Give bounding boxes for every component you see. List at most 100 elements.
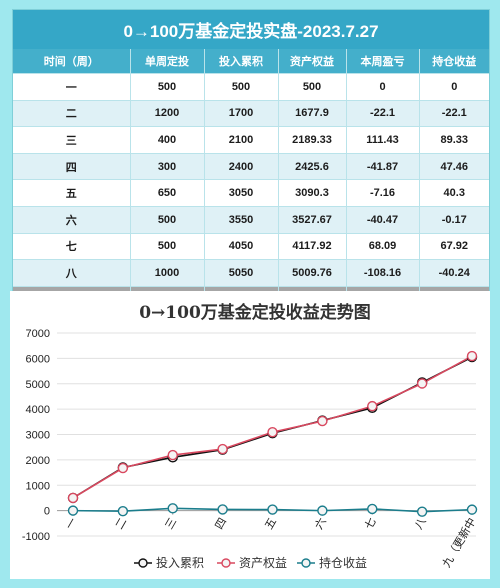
x-tick-label: 七 xyxy=(362,516,379,532)
table-cell: 0 xyxy=(346,73,420,101)
data-point xyxy=(416,506,428,517)
table-cell: 68.09 xyxy=(346,233,420,261)
table-cell: 3527.67 xyxy=(278,206,347,234)
table-cell: 300 xyxy=(130,153,205,181)
data-point xyxy=(367,503,378,515)
y-tick-label: 0 xyxy=(44,506,50,518)
data-point xyxy=(466,350,478,362)
table-row: 七 500 4050 4117.92 68.09 67.92 xyxy=(13,233,489,261)
x-tick-label: 八 xyxy=(413,516,429,532)
table-header-row: 时间（周） 单周定投 投入累积 资产权益 本周盈亏 持仓收益 xyxy=(13,49,489,74)
data-point xyxy=(267,427,278,438)
table-cell: 5009.76 xyxy=(278,259,347,287)
data-point xyxy=(367,400,378,412)
table-cell: 111.43 xyxy=(346,126,420,154)
table-cell: 3050 xyxy=(204,179,279,207)
table-row: 八 1000 5050 5009.76 -108.16 -40.24 xyxy=(13,259,489,287)
table-cell: 4117.92 xyxy=(278,233,347,261)
y-tick-label: 1000 xyxy=(26,480,50,492)
table-cell: 七 xyxy=(13,233,131,261)
legend-marker xyxy=(221,558,231,568)
table-row: 六 500 3550 3527.67 -40.47 -0.17 xyxy=(13,206,489,234)
fund-table: 时间（周） 单周定投 投入累积 资产权益 本周盈亏 持仓收益 一 500 500 50… xyxy=(13,49,489,314)
legend-label: 持仓收益 xyxy=(319,555,367,570)
x-tick-label: 二 xyxy=(114,516,130,532)
table-cell: 650 xyxy=(130,179,205,207)
table-cell: 1700 xyxy=(204,100,279,128)
data-point xyxy=(267,504,278,515)
x-tick-label: 三 xyxy=(163,516,179,532)
table-cell: 0 xyxy=(419,73,489,101)
table-cell: 47.46 xyxy=(419,153,489,181)
data-point xyxy=(317,505,328,516)
table-cell: 500 xyxy=(130,73,205,101)
table-row: 二 1200 1700 1677.9 -22.1 -22.1 xyxy=(13,100,489,128)
legend-label: 资产权益 xyxy=(239,556,287,570)
table-cell: 二 xyxy=(13,100,131,128)
x-tick-label: 六 xyxy=(312,516,329,532)
table-cell: 2425.6 xyxy=(278,153,347,181)
chart-title: 0→100万基金定投收益走势图 xyxy=(139,302,371,323)
data-point xyxy=(217,443,228,455)
return-trend-chart: 0→100万基金定投收益走势图 -1000 0 1000 2000 3000 4000 50… xyxy=(22,302,479,570)
table-cell: 3550 xyxy=(204,206,279,234)
y-tick-label: 6000 xyxy=(26,353,50,365)
x-tick-label: 五 xyxy=(263,516,279,532)
y-tick-label: -1000 xyxy=(22,531,50,543)
table-cell: 五 xyxy=(13,179,131,207)
table-cell: -41.87 xyxy=(346,153,420,181)
table-cell: 1200 xyxy=(130,100,205,128)
table-cell: -108.16 xyxy=(346,259,420,287)
legend-label: 投入累积 xyxy=(156,555,204,570)
fund-table-card: 0→100万基金定投实盘-2023.7.27 时间（周） 单周定投 投入累积 资… xyxy=(12,9,490,315)
table-cell: -0.17 xyxy=(419,206,489,234)
table-cell: 500 xyxy=(278,73,347,101)
data-point xyxy=(167,449,178,461)
table-cell: 三 xyxy=(13,126,131,154)
data-point xyxy=(217,504,228,515)
data-point xyxy=(167,503,178,514)
table-cell: 四 xyxy=(13,153,131,181)
table-cell: 一 xyxy=(13,73,131,101)
table-cell: 40.3 xyxy=(419,179,489,207)
table-cell: -40.24 xyxy=(419,259,489,287)
data-point xyxy=(117,462,129,474)
table-title: 0→100万基金定投实盘-2023.7.27 xyxy=(13,10,489,49)
table-cell: 400 xyxy=(130,126,205,154)
x-tick-label: 四 xyxy=(213,516,229,532)
table-cell: 2100 xyxy=(204,126,279,154)
table-cell: 1677.9 xyxy=(278,100,347,128)
y-tick-label: 7000 xyxy=(26,328,50,340)
table-cell: 500 xyxy=(130,233,205,261)
header-cumulative-investment: 投入累积 xyxy=(204,49,279,74)
x-tick-label: 一 xyxy=(64,516,80,532)
header-week: 时间（周） xyxy=(13,49,131,74)
table-cell: 2189.33 xyxy=(278,126,347,154)
table-cell: -22.1 xyxy=(419,100,489,128)
table-cell: 5050 xyxy=(204,259,279,287)
legend-marker xyxy=(301,558,311,568)
table-cell: -40.47 xyxy=(346,206,420,234)
data-point xyxy=(67,492,79,504)
table-cell: 八 xyxy=(13,259,131,287)
data-point xyxy=(117,505,129,517)
table-cell: 500 xyxy=(130,206,205,234)
table-cell: 1000 xyxy=(130,259,205,287)
y-tick-label: 3000 xyxy=(26,430,50,442)
table-row: 三 400 2100 2189.33 111.43 89.33 xyxy=(13,126,489,154)
x-tick-label: 九（更新中 xyxy=(439,515,479,570)
data-point xyxy=(317,415,328,427)
table-cell: -22.1 xyxy=(346,100,420,128)
table-row: 五 650 3050 3090.3 -7.16 40.3 xyxy=(13,179,489,207)
legend-marker xyxy=(138,558,148,568)
header-holding-return: 持仓收益 xyxy=(419,49,489,74)
data-point xyxy=(67,505,79,516)
data-point xyxy=(466,504,478,515)
y-tick-label: 2000 xyxy=(26,455,50,467)
table-row: 四 300 2400 2425.6 -41.87 47.46 xyxy=(13,153,489,181)
table-cell: 3090.3 xyxy=(278,179,347,207)
y-tick-label: 5000 xyxy=(26,379,50,391)
chart-card: 0→100万基金定投收益走势图 -1000 0 1000 2000 3000 4000 50… xyxy=(10,291,490,579)
y-tick-label: 4000 xyxy=(26,404,50,416)
header-weekly-investment: 单周定投 xyxy=(130,49,205,74)
